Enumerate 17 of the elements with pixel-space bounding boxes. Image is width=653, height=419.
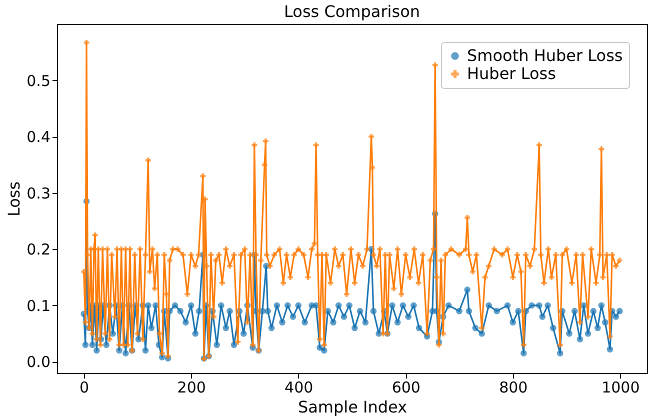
chart-title: Loss Comparison (284, 2, 420, 21)
x-tick-label: 400 (284, 378, 314, 396)
x-axis-title: Sample Index (298, 398, 408, 416)
x-tick-label: 1000 (602, 378, 640, 396)
y-tick-label: 0.2 (26, 240, 50, 259)
y-tick-label: 0.4 (26, 128, 50, 146)
x-tick-label: 0 (80, 378, 90, 396)
y-axis-title: Loss (4, 181, 24, 217)
y-tick-label: 0.3 (26, 184, 50, 202)
legend-label: Huber Loss (467, 64, 556, 83)
x-tick-label: 800 (499, 378, 528, 396)
legend-label: Smooth Huber Loss (467, 46, 623, 65)
x-tick-label: 600 (392, 378, 420, 396)
y-tick-label: 0.0 (26, 353, 50, 372)
y-tick-label: 0.5 (26, 72, 50, 90)
y-tick-label: 0.1 (26, 296, 50, 315)
x-tick-label: 200 (177, 378, 206, 396)
